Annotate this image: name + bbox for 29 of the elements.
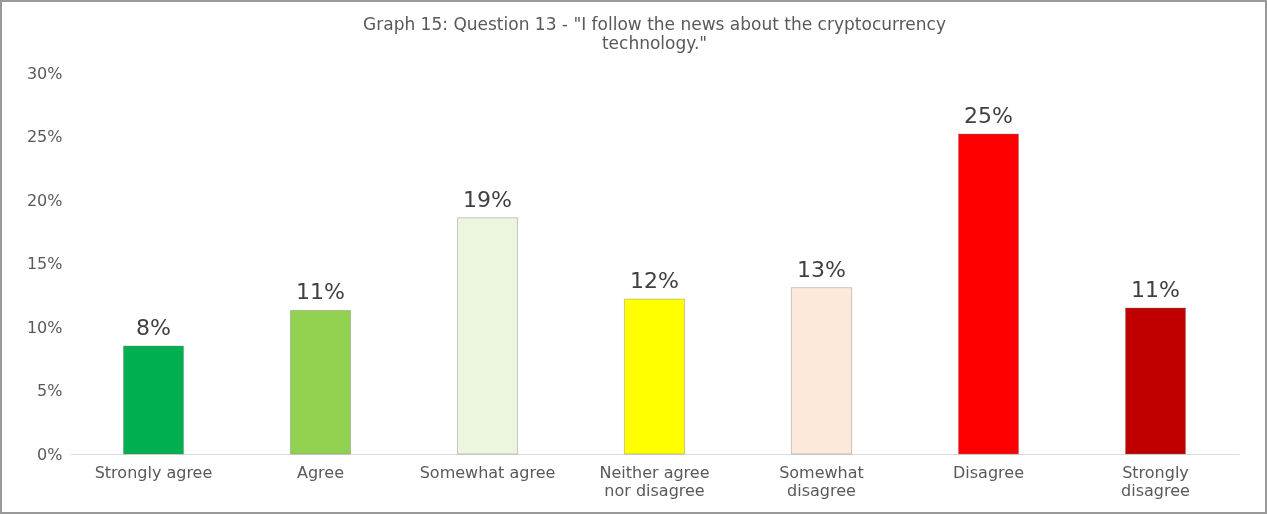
y-tick-label: 30%: [26, 63, 63, 83]
data-label: 19%: [463, 186, 512, 212]
bar: [623, 298, 686, 455]
x-tick-label: Disagree: [953, 462, 1024, 482]
x-tick-label: Somewhat agree: [419, 462, 556, 482]
x-tick-label: Strongly disagree: [1121, 462, 1190, 500]
data-label: 11%: [296, 279, 345, 305]
x-tick-label: Somewhat disagree: [779, 462, 864, 500]
x-tick-label: Neither agree nor disagree: [599, 462, 710, 500]
y-tick-label: 20%: [26, 190, 63, 210]
y-tick-label: 25%: [26, 127, 63, 146]
y-tick-label: 5%: [37, 381, 63, 400]
bar: [122, 345, 185, 455]
x-tick-label: Strongly agree: [94, 462, 213, 482]
bar: [790, 287, 853, 455]
chart-title: Graph 15: Question 13 - "I follow the news about the cryptocurrency technology.": [363, 14, 946, 53]
data-label: 13%: [797, 256, 846, 282]
bar: [957, 133, 1020, 455]
bar: [1124, 307, 1187, 455]
y-tick-label: 0%: [37, 444, 63, 464]
data-label: 8%: [136, 315, 171, 341]
y-tick-label: 15%: [26, 254, 63, 273]
y-tick-label: 10%: [26, 317, 63, 337]
data-label: 11%: [1131, 276, 1180, 302]
data-label: 25%: [964, 102, 1013, 128]
bar: [456, 217, 519, 455]
data-label: 12%: [630, 268, 679, 294]
bar: [289, 309, 352, 455]
x-tick-label: Agree: [296, 462, 345, 482]
